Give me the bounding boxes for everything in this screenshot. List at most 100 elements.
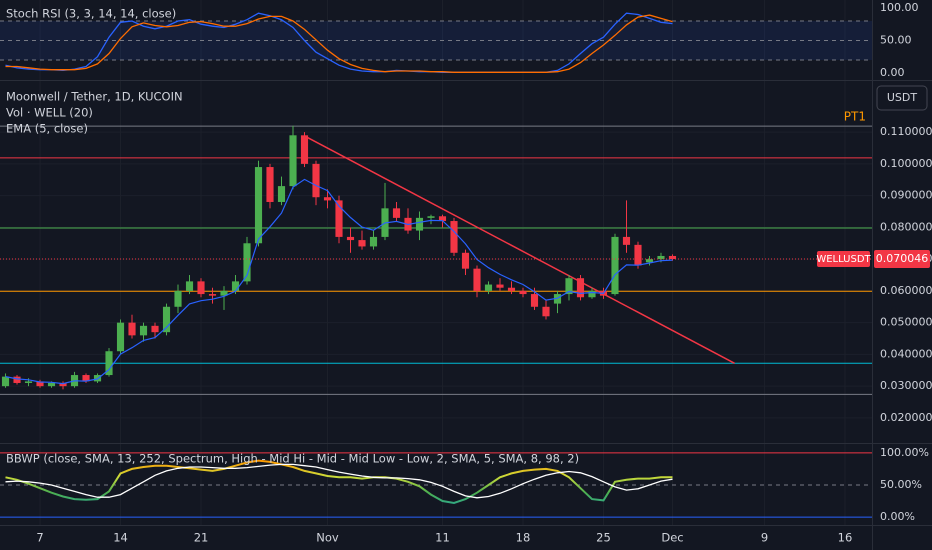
- price-label: 0.070046: [876, 252, 929, 265]
- candle-body: [611, 236, 619, 295]
- candle-body: [415, 217, 424, 231]
- candle-body: [542, 306, 550, 317]
- candle-body: [358, 240, 366, 247]
- x-tick-label: 9: [761, 531, 768, 545]
- series-line: [5, 12, 673, 73]
- x-tick-label: Dec: [661, 531, 683, 545]
- candle-body: [266, 167, 274, 202]
- candle-body: [277, 186, 286, 202]
- candle-body: [450, 221, 458, 253]
- chart-title: Moonwell / Tether, 1D, KUCOIN: [6, 90, 183, 104]
- x-tick-label: 7: [36, 531, 43, 545]
- candle-body: [13, 376, 21, 383]
- series-line: [5, 459, 673, 505]
- candle-body: [243, 243, 251, 282]
- y-tick-label: 0.100000: [880, 157, 932, 170]
- candle-body: [36, 381, 44, 387]
- symbol-label: WELLUSDT: [816, 254, 871, 265]
- y-tick-label: 100.00%: [880, 446, 929, 459]
- pane-title: Stoch RSI (3, 3, 14, 14, close): [6, 7, 176, 21]
- candle-body: [645, 259, 654, 263]
- y-tick-label: 0.080000: [880, 220, 932, 233]
- x-tick-label: Nov: [316, 531, 339, 545]
- candle-body: [484, 284, 493, 291]
- y-tick-label: 0.00: [880, 66, 905, 79]
- candle-body: [174, 290, 182, 307]
- candle-body: [392, 208, 401, 218]
- trendline: [304, 135, 735, 364]
- candle-body: [254, 167, 263, 244]
- y-tick-label: 0.060000: [880, 284, 932, 297]
- candle-body: [300, 135, 309, 164]
- y-tick-label: 50.00%: [880, 478, 922, 491]
- candle-body: [553, 294, 562, 304]
- y-tick-label: 100.00: [880, 1, 919, 14]
- candle-body: [116, 322, 125, 352]
- candle-body: [427, 216, 435, 218]
- candle-body: [197, 281, 205, 295]
- candle-body: [576, 278, 585, 298]
- candle-body: [588, 290, 596, 298]
- y-tick-label: 0.00%: [880, 510, 915, 523]
- candle-body: [565, 278, 573, 295]
- candle-body: [82, 375, 90, 382]
- candle-body: [335, 200, 343, 237]
- candle-body: [220, 290, 228, 296]
- y-tick-label: 0.110000: [880, 125, 932, 138]
- y-tick-label: 0.040000: [880, 347, 932, 360]
- candle-body: [507, 287, 516, 291]
- series-line: [5, 463, 673, 499]
- x-tick-label: 21: [194, 531, 209, 545]
- candle-body: [530, 294, 539, 307]
- x-tick-label: 25: [596, 531, 611, 545]
- candle-body: [473, 268, 481, 291]
- candle-body: [461, 252, 470, 269]
- y-tick-label: 0.050000: [880, 316, 932, 329]
- currency-label[interactable]: USDT: [887, 91, 918, 104]
- indicator-label: Vol · WELL (20): [6, 106, 93, 120]
- candle-body: [634, 244, 642, 266]
- candle-body: [128, 322, 136, 336]
- x-tick-label: 18: [516, 531, 531, 545]
- candle-body: [105, 351, 113, 376]
- series-line: [5, 14, 673, 73]
- x-tick-label: 14: [113, 531, 128, 545]
- annotation: PT1: [844, 110, 866, 124]
- x-tick-label: 16: [838, 531, 853, 545]
- indicator-label: EMA (5, close): [6, 122, 88, 136]
- candle-body: [668, 255, 677, 259]
- candle-body: [47, 382, 56, 387]
- candle-body: [59, 382, 67, 387]
- currency-button[interactable]: [876, 85, 928, 111]
- candle-body: [231, 281, 240, 291]
- candle-body: [162, 306, 171, 333]
- candle-body: [1, 376, 10, 387]
- candle-body: [657, 255, 665, 260]
- candle-body: [185, 281, 194, 291]
- candle-body: [289, 135, 297, 187]
- candle-body: [323, 197, 332, 201]
- price-tag: [874, 249, 930, 268]
- candle-body: [438, 216, 447, 222]
- symbol-tag: [817, 250, 870, 267]
- ema-line: [5, 178, 673, 385]
- candle-body: [24, 381, 33, 383]
- candle-body: [519, 290, 527, 295]
- y-tick-label: 0.020000: [880, 411, 932, 424]
- x-tick-label: 11: [435, 531, 450, 545]
- candle-body: [369, 236, 378, 247]
- candle-body: [151, 325, 159, 333]
- candle-body: [346, 236, 355, 241]
- y-tick-label: 50.00: [880, 33, 912, 46]
- y-tick-label: 0.030000: [880, 379, 932, 392]
- candle-body: [139, 325, 148, 336]
- y-tick-label: 0.090000: [880, 189, 932, 202]
- pane-title: BBWP (close, SMA, 13, 252, Spectrum, Hig…: [6, 452, 579, 466]
- candle-body: [312, 163, 320, 198]
- candle-body: [622, 236, 631, 245]
- candle-body: [208, 294, 217, 296]
- candle-body: [496, 284, 504, 288]
